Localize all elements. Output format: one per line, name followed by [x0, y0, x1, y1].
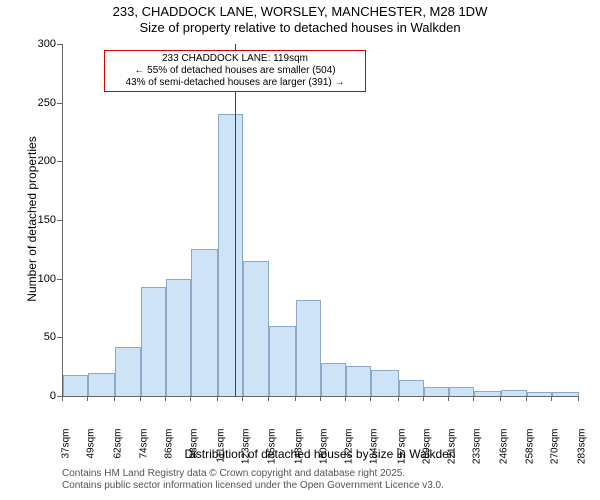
y-tick-mark — [57, 220, 62, 221]
y-tick-label: 300 — [28, 38, 56, 50]
histogram-bar — [88, 373, 115, 396]
histogram-bar — [218, 114, 243, 396]
histogram-bar — [501, 390, 526, 396]
x-tick-label: 246sqm — [499, 429, 510, 473]
annotation-box: 233 CHADDOCK LANE: 119sqm← 55% of detach… — [104, 50, 366, 92]
x-tick-label: 74sqm — [138, 429, 149, 473]
annotation-line: 233 CHADDOCK LANE: 119sqm — [109, 53, 361, 65]
y-tick-mark — [57, 161, 62, 162]
annotation-line: ← 55% of detached houses are smaller (50… — [109, 65, 361, 77]
y-tick-label: 150 — [28, 214, 56, 226]
x-tick-label: 160sqm — [319, 429, 330, 473]
x-tick-mark — [398, 396, 399, 401]
x-tick-mark — [320, 396, 321, 401]
x-tick-label: 172sqm — [344, 429, 355, 473]
y-tick-mark — [57, 279, 62, 280]
x-tick-label: 148sqm — [293, 429, 304, 473]
histogram-bar — [191, 249, 218, 396]
x-tick-mark — [268, 396, 269, 401]
x-tick-mark — [473, 396, 474, 401]
x-tick-label: 258sqm — [524, 429, 535, 473]
x-tick-mark — [500, 396, 501, 401]
x-tick-mark — [62, 396, 63, 401]
x-tick-mark — [87, 396, 88, 401]
x-tick-label: 111sqm — [216, 429, 227, 473]
footer-line-2: Contains public sector information licen… — [62, 480, 444, 492]
x-tick-label: 233sqm — [472, 429, 483, 473]
plot-area: 233 CHADDOCK LANE: 119sqm← 55% of detach… — [62, 44, 579, 397]
y-tick-label: 200 — [28, 155, 56, 167]
x-tick-mark — [217, 396, 218, 401]
x-tick-label: 98sqm — [188, 429, 199, 473]
x-tick-label: 135sqm — [266, 429, 277, 473]
histogram-bar — [166, 279, 191, 396]
histogram-bar — [399, 380, 424, 396]
y-tick-mark — [57, 103, 62, 104]
y-tick-label: 50 — [28, 331, 56, 343]
chart-root: { "title": { "line1": "233, CHADDOCK LAN… — [0, 0, 600, 500]
x-tick-mark — [370, 396, 371, 401]
x-tick-mark — [190, 396, 191, 401]
x-tick-label: 197sqm — [396, 429, 407, 473]
x-tick-mark — [526, 396, 527, 401]
histogram-bar — [115, 347, 140, 396]
x-tick-mark — [165, 396, 166, 401]
x-tick-label: 221sqm — [446, 429, 457, 473]
x-tick-label: 283sqm — [577, 429, 588, 473]
x-tick-label: 86sqm — [163, 429, 174, 473]
x-tick-label: 209sqm — [421, 429, 432, 473]
title-line-2: Size of property relative to detached ho… — [0, 20, 600, 36]
marker-line — [235, 44, 236, 396]
x-tick-mark — [551, 396, 552, 401]
histogram-bar — [243, 261, 268, 396]
histogram-bar — [141, 287, 166, 396]
y-tick-label: 0 — [28, 390, 56, 402]
histogram-bar — [371, 370, 398, 396]
y-tick-label: 250 — [28, 97, 56, 109]
x-tick-mark — [242, 396, 243, 401]
title-line-1: 233, CHADDOCK LANE, WORSLEY, MANCHESTER,… — [0, 4, 600, 20]
x-tick-label: 123sqm — [241, 429, 252, 473]
x-tick-label: 270sqm — [549, 429, 560, 473]
x-tick-mark — [140, 396, 141, 401]
histogram-bar — [269, 326, 296, 396]
histogram-bar — [346, 366, 371, 397]
histogram-bar — [449, 387, 474, 396]
histogram-bar — [424, 387, 449, 396]
x-tick-mark — [448, 396, 449, 401]
histogram-bar — [321, 363, 346, 396]
x-tick-label: 184sqm — [369, 429, 380, 473]
histogram-bar — [527, 392, 552, 396]
annotation-line: 43% of semi-detached houses are larger (… — [109, 77, 361, 89]
x-tick-mark — [345, 396, 346, 401]
x-tick-mark — [295, 396, 296, 401]
x-tick-label: 62sqm — [113, 429, 124, 473]
histogram-bar — [296, 300, 321, 396]
histogram-bar — [474, 391, 501, 396]
x-tick-mark — [114, 396, 115, 401]
y-tick-mark — [57, 44, 62, 45]
chart-title: 233, CHADDOCK LANE, WORSLEY, MANCHESTER,… — [0, 4, 600, 36]
y-tick-label: 100 — [28, 273, 56, 285]
y-tick-mark — [57, 337, 62, 338]
x-tick-label: 37sqm — [61, 429, 72, 473]
x-tick-mark — [578, 396, 579, 401]
x-tick-mark — [423, 396, 424, 401]
histogram-bar — [63, 375, 88, 396]
histogram-bar — [552, 392, 579, 396]
x-tick-label: 49sqm — [86, 429, 97, 473]
